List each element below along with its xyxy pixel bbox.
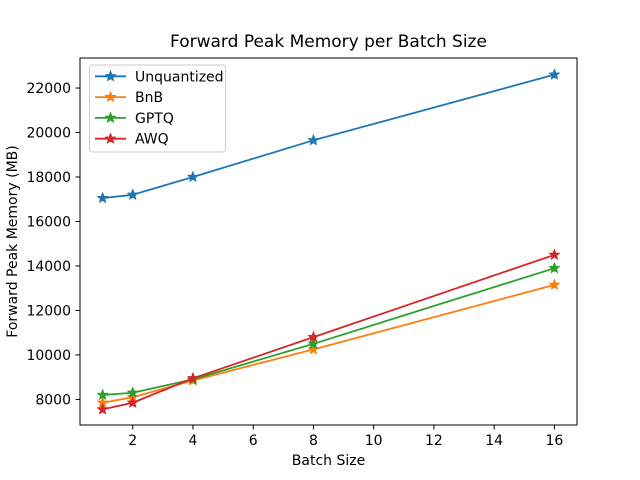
data-point-star-awq [127,396,139,408]
data-point-star-awq [307,331,320,342]
legend-box [89,64,226,153]
data-point-star-unquantized [127,188,139,200]
data-point-star-unquantized [307,134,320,146]
x-tick-label: 14 [485,433,503,449]
x-tick-label: 10 [365,433,383,449]
x-tick-label: 4 [188,433,197,449]
legend: Unquantized BnB GPTQ AWQ [89,64,226,153]
y-tick-label: 20000 [26,126,71,142]
legend-star-icon-gptq [104,112,117,123]
y-tick-label: 12000 [26,303,71,319]
data-point-star-unquantized [96,192,109,203]
data-point-star-bnb [307,343,320,355]
data-point-star-gptq [548,262,561,274]
legend-star-icon-unquantized [104,70,117,82]
data-point-star-gptq [307,337,320,349]
data-point-star-awq [548,248,561,260]
data-point-star-bnb [548,278,561,290]
legend-star-icon-bnb [104,91,117,102]
x-tick-label: 6 [249,433,258,449]
x-tick-label: 16 [545,433,563,449]
y-tick-label: 8000 [35,392,71,408]
data-point-star-awq [96,403,109,415]
y-tick-label: 10000 [26,348,71,364]
x-tick-label: 8 [309,433,318,449]
data-point-star-unquantized [548,68,561,80]
legend-label-bnb: BnB [135,90,163,106]
y-tick-label: 16000 [26,214,71,230]
axes-group: 2 4 6 8 10 12 14 16 8000 10000 12000 14000 16000 1800… [26,81,563,449]
x-tick-label: 12 [425,433,443,449]
y-axis-label: Forward Peak Memory (MB) [5,145,21,337]
legend-star-icon-awq [104,132,117,144]
data-point-star-unquantized [187,171,199,182]
chart-title: Forward Peak Memory per Batch Size [170,32,487,52]
legend-label-awq: AWQ [135,132,169,148]
x-axis-label: Batch Size [292,453,365,469]
data-point-star-gptq [127,386,139,398]
y-tick-label: 14000 [26,259,71,275]
legend-label-gptq: GPTQ [135,111,174,127]
y-tick-label: 18000 [26,170,71,186]
data-point-star-gptq [96,389,109,400]
data-point-star-awq [187,372,199,384]
x-tick-label: 2 [128,433,137,449]
y-tick-label: 22000 [26,81,71,97]
legend-label-unquantized: Unquantized [135,69,224,85]
series-group [96,68,561,415]
